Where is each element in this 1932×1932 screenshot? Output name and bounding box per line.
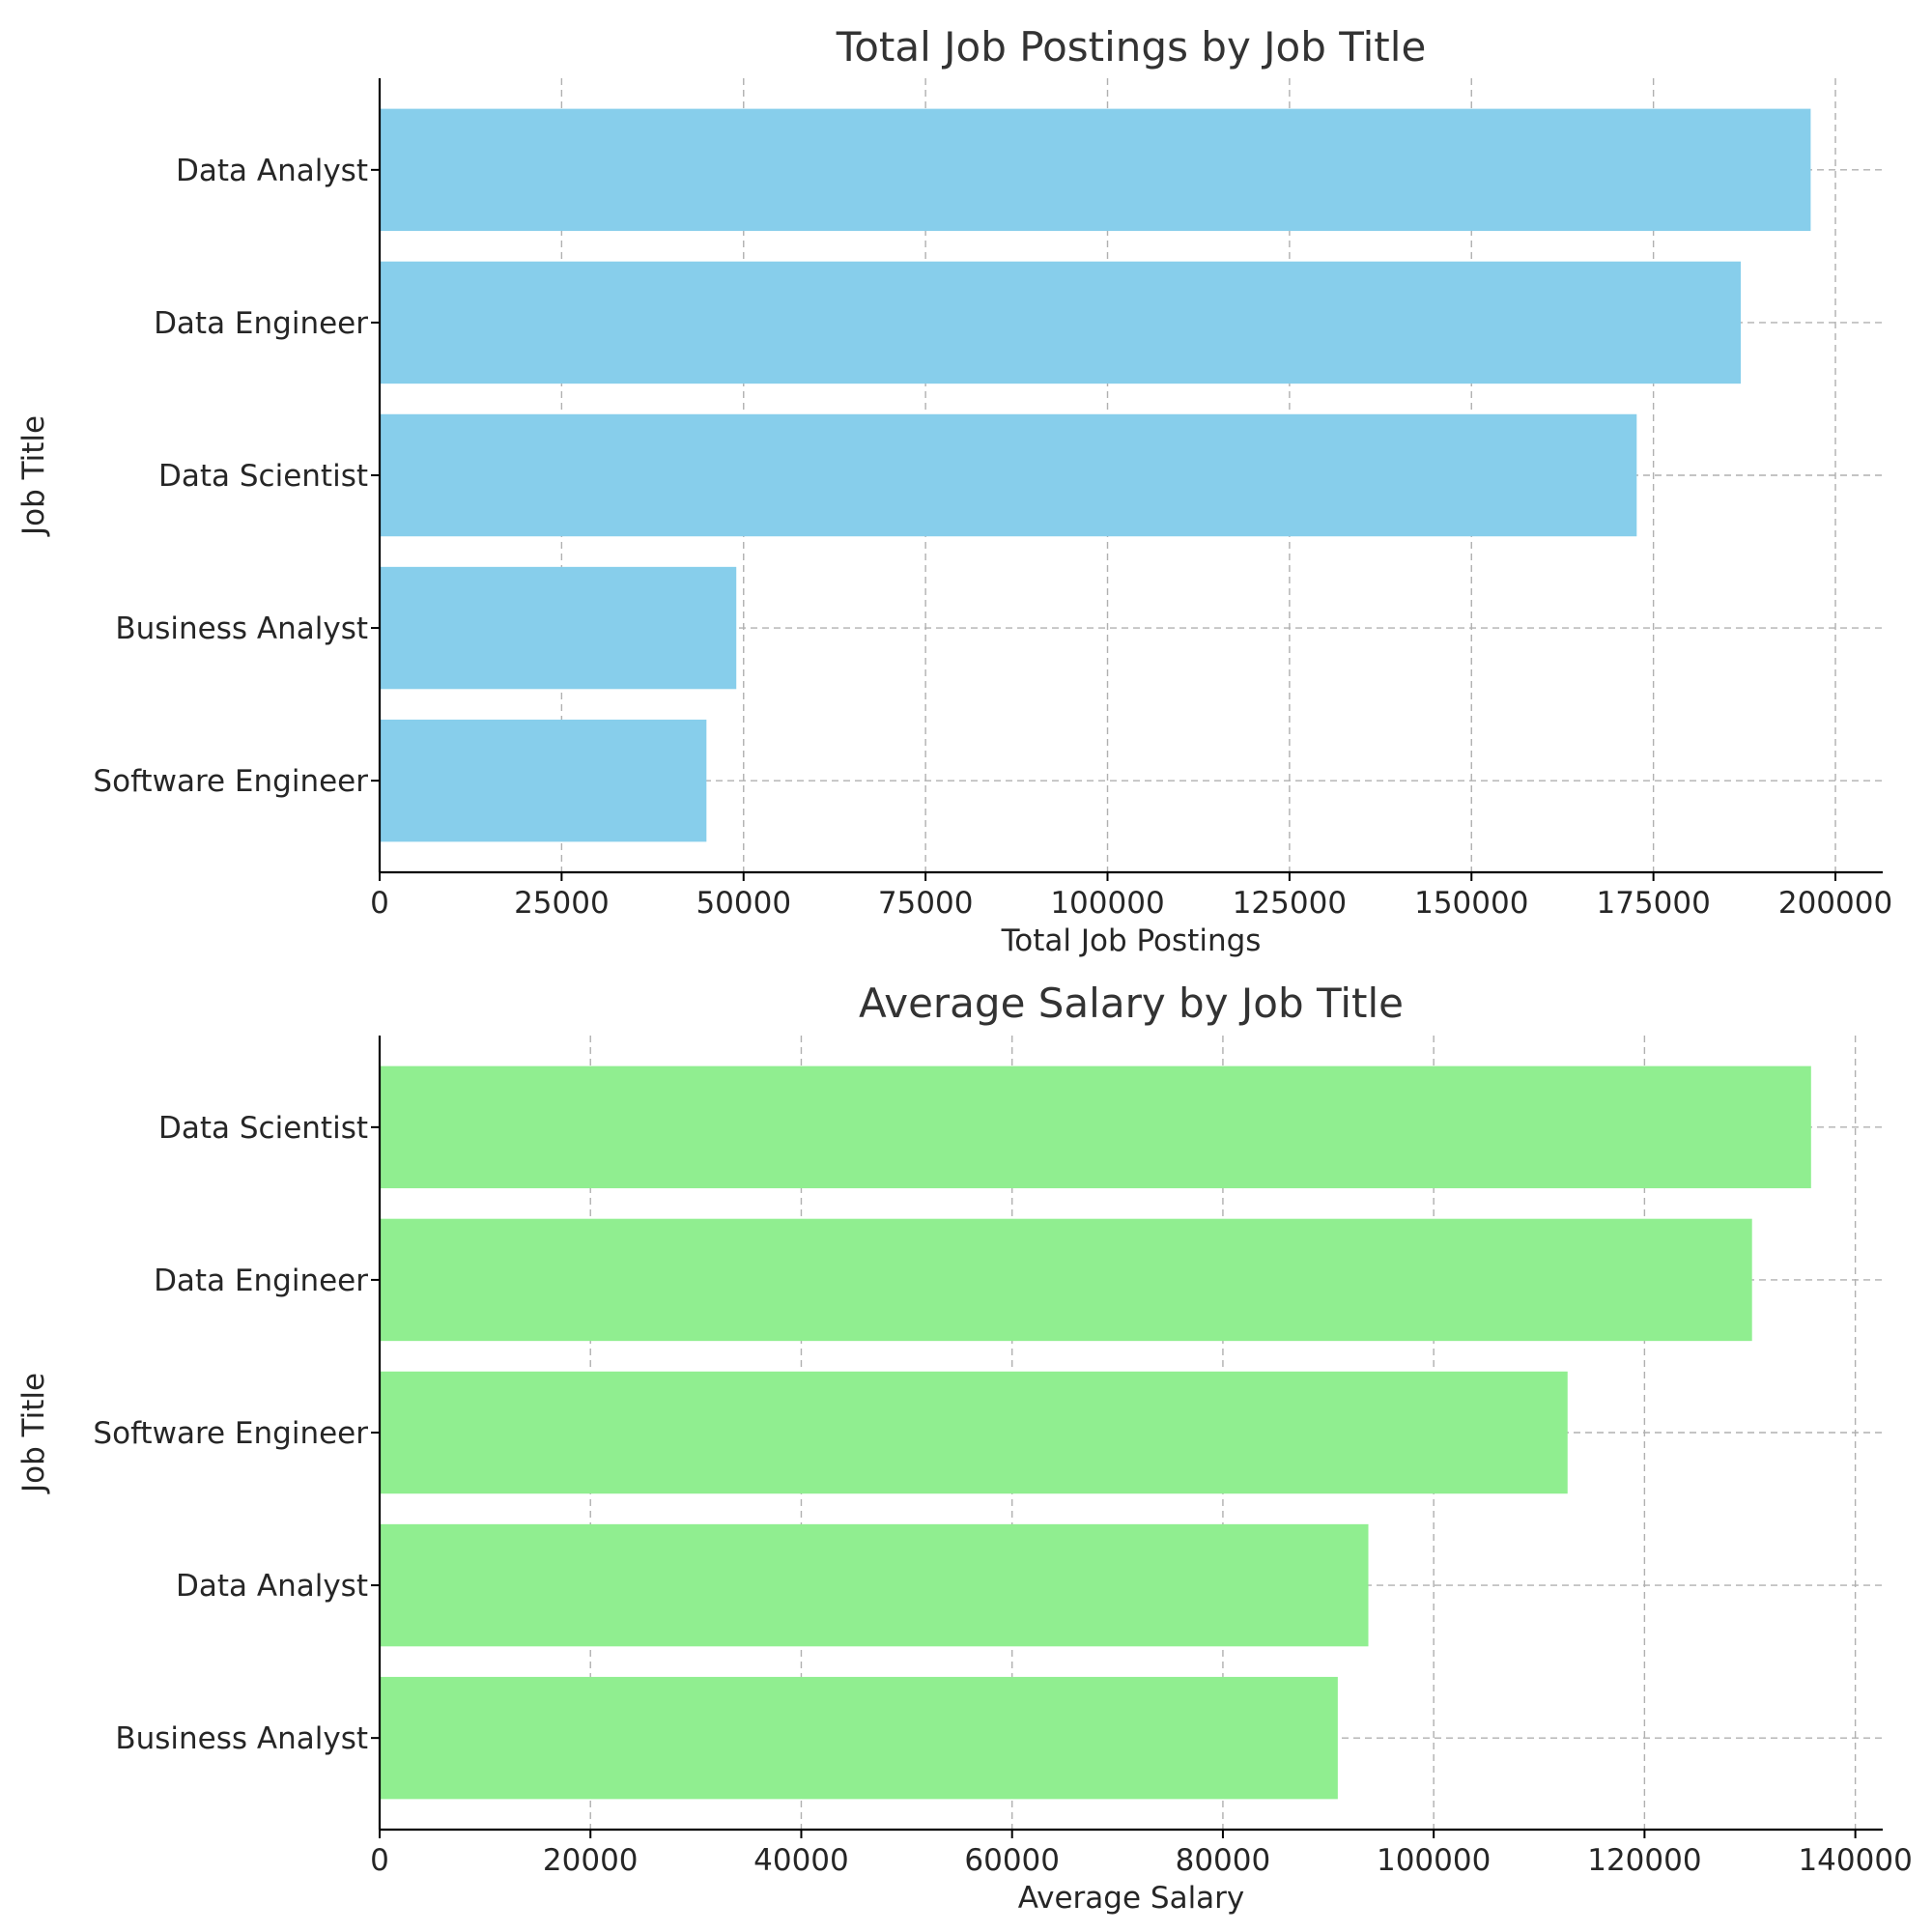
- chart-title: Total Job Postings by Job Title: [836, 23, 1427, 71]
- bar: [380, 1218, 1752, 1342]
- x-tick-label: 0: [370, 886, 389, 921]
- y-tick-label: Data Scientist: [158, 459, 368, 494]
- bar: [380, 566, 737, 690]
- y-tick-label: Software Engineer: [93, 1416, 368, 1451]
- x-tick-label: 120000: [1587, 1843, 1701, 1878]
- x-tick-label: 40000: [753, 1843, 849, 1878]
- bar-series: [380, 108, 1811, 842]
- x-tick-label: 80000: [1176, 1843, 1271, 1878]
- bar-series: [380, 1065, 1811, 1800]
- y-tick-label: Data Scientist: [158, 1111, 368, 1146]
- y-tick-label: Data Analyst: [176, 1569, 368, 1604]
- average-salary-chart: Average Salary by Job Title Average Sala…: [16, 980, 1913, 1916]
- x-tick-label: 200000: [1778, 886, 1892, 921]
- y-tick-label: Data Analyst: [176, 154, 368, 188]
- y-tick-label: Business Analyst: [115, 1721, 368, 1756]
- x-tick-label: 60000: [964, 1843, 1060, 1878]
- x-tick-label: 150000: [1414, 886, 1528, 921]
- x-axis-label: Total Job Postings: [1001, 923, 1262, 958]
- x-tick-label: 125000: [1233, 886, 1347, 921]
- x-tick-label: 50000: [696, 886, 791, 921]
- bar: [380, 1371, 1568, 1494]
- x-tick-label: 20000: [543, 1843, 639, 1878]
- x-tick-label: 100000: [1050, 886, 1164, 921]
- y-axis-label: Job Title: [16, 415, 51, 537]
- bar: [380, 1523, 1369, 1647]
- x-tick-label: 175000: [1596, 886, 1710, 921]
- bar: [380, 261, 1742, 384]
- x-tick-label: 75000: [878, 886, 974, 921]
- x-tick-label: 25000: [514, 886, 610, 921]
- y-axis-label: Job Title: [16, 1373, 51, 1494]
- x-tick-label: 0: [370, 1843, 389, 1878]
- y-tick-label: Data Engineer: [154, 1264, 368, 1298]
- x-tick-label: 100000: [1377, 1843, 1491, 1878]
- bar: [380, 413, 1637, 537]
- x-tick-label: 140000: [1798, 1843, 1912, 1878]
- bar: [380, 719, 707, 842]
- y-tick-label: Software Engineer: [93, 764, 368, 799]
- job-postings-chart: Total Job Postings by Job Title Total Jo…: [16, 23, 1892, 958]
- chart-title: Average Salary by Job Title: [859, 980, 1404, 1027]
- y-tick-label: Data Engineer: [154, 306, 368, 341]
- y-tick-label: Business Analyst: [115, 611, 368, 646]
- bar: [380, 1065, 1811, 1189]
- bar: [380, 108, 1811, 232]
- bar: [380, 1676, 1338, 1800]
- x-axis-label: Average Salary: [1018, 1881, 1245, 1916]
